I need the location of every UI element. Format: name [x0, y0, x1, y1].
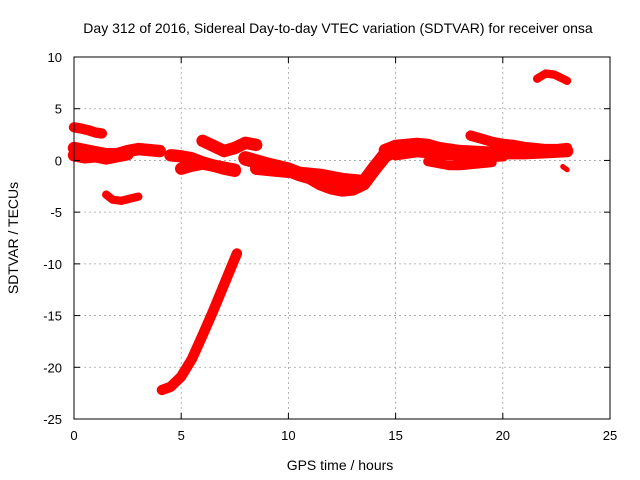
y-tick-label: -15 [43, 309, 62, 324]
x-tick-label: 20 [496, 428, 510, 443]
x-tick-label: 5 [178, 428, 185, 443]
series-arc-dip [102, 190, 143, 205]
y-tick-label: -5 [50, 205, 62, 220]
series-arc-tail [560, 164, 570, 173]
plot-frame [73, 56, 611, 420]
x-tick-label: 15 [388, 428, 402, 443]
series-arc-late-b [389, 144, 510, 163]
x-tick-label: 0 [70, 428, 77, 443]
y-tick-label: 10 [48, 50, 62, 65]
series-arc-mid-b [196, 134, 263, 158]
series-arc-late-high [465, 130, 573, 155]
series-arc-early-high [68, 122, 108, 139]
series-arc-spike [532, 69, 572, 85]
x-tick-label: 10 [281, 428, 295, 443]
axis-ticks: 0 5 10 15 20 25 -25 -20 -15 -10 -5 0 5 10 [43, 50, 617, 443]
y-tick-label: -10 [43, 257, 62, 272]
y-axis-label: SDTVAR / TECUs [5, 182, 21, 294]
y-tick-label: -25 [43, 412, 62, 427]
y-tick-label: 5 [55, 102, 62, 117]
chart-title: Day 312 of 2016, Sidereal Day-to-day VTE… [83, 20, 593, 36]
series-arc-mid-c [174, 157, 242, 178]
x-axis-label: GPS time / hours [287, 457, 394, 473]
x-tick-label: 25 [603, 428, 617, 443]
y-tick-label: 0 [55, 153, 62, 168]
series-arc-plunge [156, 248, 243, 396]
series-arc-trough-upper [249, 162, 370, 188]
grid [74, 57, 610, 419]
y-tick-label: -20 [43, 360, 62, 375]
series-arc-late-c [423, 156, 497, 171]
series-arc-early-low [67, 147, 134, 165]
data-series [67, 69, 574, 396]
